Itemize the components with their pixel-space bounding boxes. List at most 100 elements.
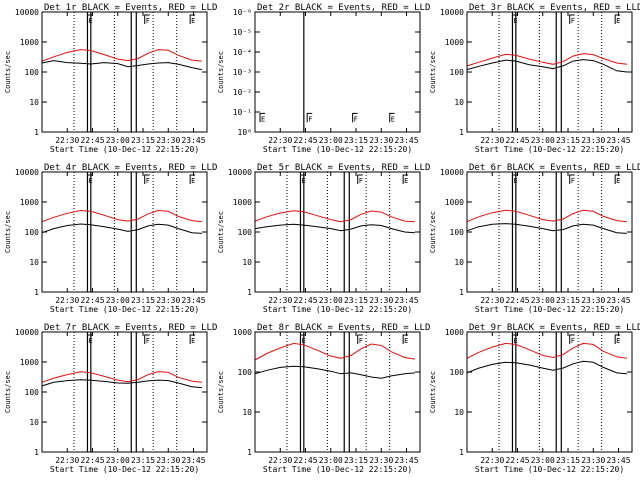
x-tick-label: 23:15: [556, 456, 580, 465]
flag-label: E: [404, 337, 408, 345]
x-axis-label: Start Time (10-Dec-12 22:15:20): [50, 465, 199, 474]
y-tick-label: 10000: [15, 168, 39, 177]
x-tick-label: 22:45: [80, 136, 104, 145]
x-tick-label: 22:30: [268, 136, 292, 145]
flag-marker: [352, 112, 358, 123]
panel-title: Det 2r BLACK = Events, RED = LLD: [257, 3, 430, 13]
lld-series-line: [254, 210, 415, 223]
x-tick-label: 22:30: [480, 296, 504, 305]
y-tick-label: 10000: [440, 8, 464, 17]
x-tick-label: 23:00: [106, 136, 130, 145]
flag-label: F: [571, 337, 575, 345]
x-tick-label: 23:30: [156, 136, 180, 145]
y-tick-label: 1: [459, 288, 464, 297]
flag-label: F: [146, 177, 150, 185]
x-tick-label: 22:30: [268, 296, 292, 305]
y-tick-label: 10⁻³: [233, 68, 252, 77]
x-tick-label: 22:30: [480, 456, 504, 465]
x-tick-label: 22:45: [80, 296, 104, 305]
x-tick-label: 22:45: [293, 136, 317, 145]
x-tick-label: 23:45: [181, 296, 205, 305]
y-tick-label: 100: [25, 68, 40, 77]
y-tick-label: 1: [247, 288, 252, 297]
panel-5: Det 5r BLACK = Events, RED = LLD E F E 1 10 10…: [217, 163, 430, 314]
panel-2: Det 2r BLACK = Events, RED = LLD E F F E 10⁰ 1…: [217, 3, 430, 154]
y-axis-label: Counts/sec: [429, 51, 437, 93]
lld-series-line: [41, 49, 202, 62]
flag-label: E: [261, 115, 265, 123]
y-tick-label: 100: [25, 388, 40, 397]
panel-title: Det 4r BLACK = Events, RED = LLD: [44, 163, 217, 173]
events-series-line: [41, 223, 202, 234]
x-tick-label: 23:45: [394, 136, 418, 145]
x-tick-label: 22:45: [505, 296, 529, 305]
panel-title: Det 7r BLACK = Events, RED = LLD: [44, 323, 217, 333]
x-tick-label: 22:45: [505, 456, 529, 465]
y-tick-label: 10⁻²: [233, 88, 252, 97]
flag-label: E: [513, 177, 517, 185]
y-tick-label: 10000: [440, 168, 464, 177]
y-tick-label: 1000: [445, 198, 464, 207]
flag-label: E: [404, 177, 408, 185]
y-tick-label: 100: [238, 368, 253, 377]
panel-9: Det 9r BLACK = Events, RED = LLD E F E 1 10 10…: [429, 323, 640, 474]
x-tick-label: 23:00: [531, 296, 555, 305]
y-tick-label: 1000: [445, 328, 464, 337]
flag-label: F: [146, 337, 150, 345]
x-tick-label: 22:30: [480, 136, 504, 145]
x-axis-label: Start Time (10-Dec-12 22:15:20): [475, 145, 624, 154]
flag-label: F: [146, 17, 150, 25]
flag-marker: [511, 174, 518, 184]
plot-frame: [41, 11, 208, 133]
x-axis-label: Start Time (10-Dec-12 22:15:20): [263, 145, 412, 154]
x-tick-label: 23:15: [556, 136, 580, 145]
flag-label: F: [359, 337, 363, 345]
x-tick-label: 23:15: [344, 456, 368, 465]
x-tick-label: 23:15: [344, 136, 368, 145]
flag-marker: [144, 334, 150, 344]
flag-label: F: [308, 115, 312, 123]
flag-marker: [569, 174, 575, 184]
x-tick-label: 23:00: [319, 136, 343, 145]
y-tick-label: 10⁻⁵: [233, 28, 252, 37]
flag-label: E: [88, 337, 92, 345]
flag-marker: [569, 14, 575, 24]
flag-marker: [299, 334, 306, 344]
x-tick-label: 22:30: [55, 456, 79, 465]
flag-label: E: [191, 17, 195, 25]
y-tick-label: 1: [247, 448, 252, 457]
x-tick-label: 23:45: [181, 136, 205, 145]
flag-label: E: [301, 337, 305, 345]
y-axis-label: Counts/sec: [4, 371, 12, 413]
plot-frame: [41, 171, 208, 293]
x-axis-label: Start Time (10-Dec-12 22:15:20): [263, 465, 412, 474]
y-axis-label: Counts/sec: [4, 211, 12, 253]
x-tick-label: 23:45: [181, 456, 205, 465]
y-tick-label: 100: [450, 68, 465, 77]
y-tick-label: 10: [29, 98, 39, 107]
y-tick-label: 100: [25, 228, 40, 237]
events-series-line: [254, 365, 415, 379]
plot-frame: [466, 11, 633, 133]
x-tick-label: 23:30: [369, 296, 393, 305]
events-series-line: [466, 360, 627, 375]
x-tick-label: 22:45: [293, 456, 317, 465]
y-tick-label: 100: [450, 228, 465, 237]
y-tick-label: 1000: [20, 358, 39, 367]
lld-series-line: [466, 53, 627, 67]
x-tick-label: 23:45: [606, 136, 630, 145]
x-tick-label: 22:30: [55, 296, 79, 305]
flag-label: E: [391, 115, 395, 123]
flag-label: E: [301, 177, 305, 185]
flag-marker: [569, 334, 575, 344]
events-series-line: [41, 60, 202, 71]
y-tick-label: 10: [454, 258, 464, 267]
flag-marker: [511, 14, 518, 24]
lld-series-line: [41, 371, 202, 383]
x-tick-label: 23:30: [369, 456, 393, 465]
y-tick-label: 10⁰: [238, 128, 252, 137]
y-tick-label: 1: [34, 288, 39, 297]
flag-label: E: [88, 17, 92, 25]
events-series-line: [466, 59, 627, 73]
x-tick-label: 23:45: [606, 296, 630, 305]
